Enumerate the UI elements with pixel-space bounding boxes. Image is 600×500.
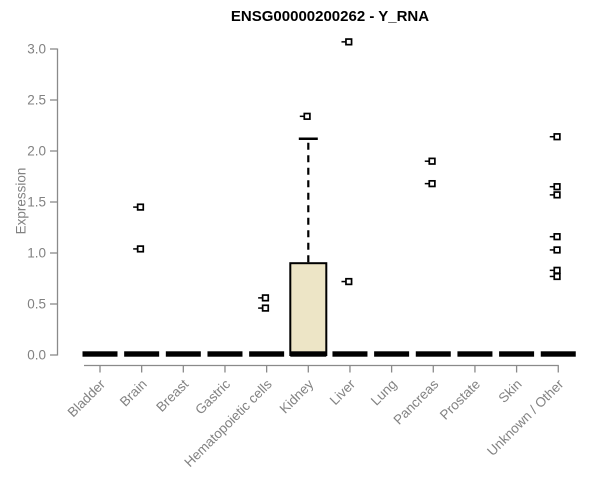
outlier-marker — [261, 304, 270, 312]
x-category-label: Gastric — [192, 376, 233, 417]
x-category-label: Bladder — [65, 376, 109, 420]
x-category-label: Kidney — [277, 376, 317, 416]
outlier-marker — [136, 245, 145, 253]
outlier-marker — [553, 183, 561, 191]
y-tick-label: 2.0 — [27, 144, 46, 159]
collapsed-box — [249, 351, 285, 357]
y-tick-label: 0.5 — [27, 297, 46, 312]
y-tick-label: 1.0 — [27, 246, 46, 261]
median-line — [290, 351, 327, 357]
x-category-label: Lung — [368, 377, 400, 409]
collapsed-box — [415, 351, 451, 357]
chart-title: ENSG00000200262 - Y_RNA — [230, 8, 430, 25]
collapsed-box — [374, 351, 410, 357]
collapsed-box — [124, 351, 160, 357]
outlier-marker — [428, 157, 436, 165]
y-axis-title: Expression — [13, 167, 29, 235]
collapsed-box — [207, 351, 243, 357]
outlier-marker — [303, 112, 311, 120]
outlier-marker — [428, 179, 436, 188]
outlier-marker — [553, 266, 561, 274]
outlier-marker — [553, 233, 561, 241]
outlier-marker — [553, 133, 561, 141]
x-category-label: Brain — [117, 377, 150, 410]
y-tick-label: 2.5 — [27, 93, 46, 108]
x-category-label: Unknown / Other — [484, 376, 567, 459]
outlier-marker — [345, 38, 353, 46]
outlier-marker — [553, 272, 561, 281]
x-category-label: Breast — [153, 376, 191, 414]
x-category-label: Pancreas — [390, 376, 441, 427]
x-category-label: Skin — [496, 377, 525, 406]
collapsed-box — [499, 351, 535, 357]
box — [289, 262, 328, 357]
collapsed-box — [165, 351, 201, 357]
collapsed-box — [82, 351, 118, 357]
y-tick-label: 1.5 — [27, 195, 46, 210]
collapsed-box — [540, 351, 576, 357]
outlier-marker — [553, 191, 561, 199]
outlier-marker — [136, 203, 145, 211]
outlier-marker — [553, 246, 561, 254]
collapsed-box — [332, 351, 368, 357]
y-tick-label: 0.0 — [27, 348, 46, 363]
x-category-label: Liver — [327, 376, 359, 408]
collapsed-box — [457, 351, 493, 357]
outlier-marker — [345, 277, 353, 286]
y-tick-label: 3.0 — [27, 42, 46, 57]
x-category-label: Prostate — [437, 377, 483, 423]
outlier-marker — [261, 294, 270, 302]
